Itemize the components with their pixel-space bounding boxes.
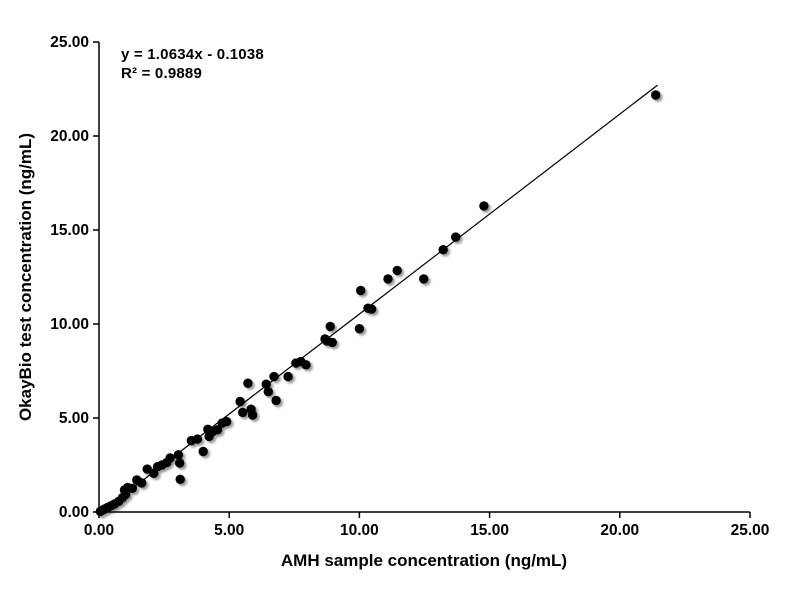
y-axis-title: OkayBio test concentration (ng/mL) (16, 132, 35, 422)
data-point (479, 201, 489, 211)
data-point (269, 371, 279, 382)
data-point (198, 446, 208, 457)
data-point (173, 450, 184, 460)
y-tick-label: 10.00 (50, 316, 89, 333)
data-point (392, 265, 402, 276)
data-point (127, 483, 137, 493)
data-point (165, 453, 175, 463)
x-tick-label: 20.00 (600, 522, 639, 539)
trendline-equation: y = 1.0634x - 0.1038 (121, 46, 264, 63)
x-tick-label: 15.00 (470, 522, 509, 539)
data-point (175, 458, 185, 468)
data-point (356, 285, 366, 296)
data-point (419, 274, 429, 284)
data-point (451, 232, 461, 242)
trendline (99, 84, 658, 514)
data-point (243, 378, 253, 388)
data-point (327, 337, 337, 348)
data-point (366, 304, 377, 314)
data-point (325, 321, 335, 332)
x-tick-label: 25.00 (731, 522, 770, 539)
data-point (263, 387, 273, 397)
data-point (301, 360, 311, 370)
trendline-annotation: y = 1.0634x - 0.1038 R² = 0.9889 (121, 45, 264, 83)
data-point (137, 478, 147, 488)
data-point (192, 434, 203, 444)
y-tick-label: 20.00 (50, 128, 89, 145)
x-tick-label: 5.00 (214, 522, 244, 539)
data-point (438, 245, 448, 255)
y-tick-label: 5.00 (59, 410, 89, 427)
y-tick-label: 25.00 (50, 34, 89, 51)
data-point (221, 416, 232, 427)
data-point (271, 395, 281, 406)
data-point (238, 407, 248, 418)
data-point (383, 274, 393, 284)
x-tick-label: 0.00 (84, 522, 114, 539)
data-points-group (95, 90, 661, 517)
y-tick-label: 15.00 (50, 222, 89, 239)
data-point (212, 425, 223, 435)
data-point (247, 410, 258, 420)
data-point (283, 371, 293, 382)
data-point (261, 379, 271, 389)
y-tick-label: 0.00 (59, 504, 89, 521)
data-point (354, 324, 365, 334)
x-tick-label: 10.00 (340, 522, 379, 539)
x-axis-title: AMH sample concentration (ng/mL) (280, 551, 568, 570)
data-point (651, 90, 661, 100)
r-squared-value: R² = 0.9889 (121, 65, 203, 82)
data-point (175, 474, 185, 484)
data-point (235, 396, 245, 407)
